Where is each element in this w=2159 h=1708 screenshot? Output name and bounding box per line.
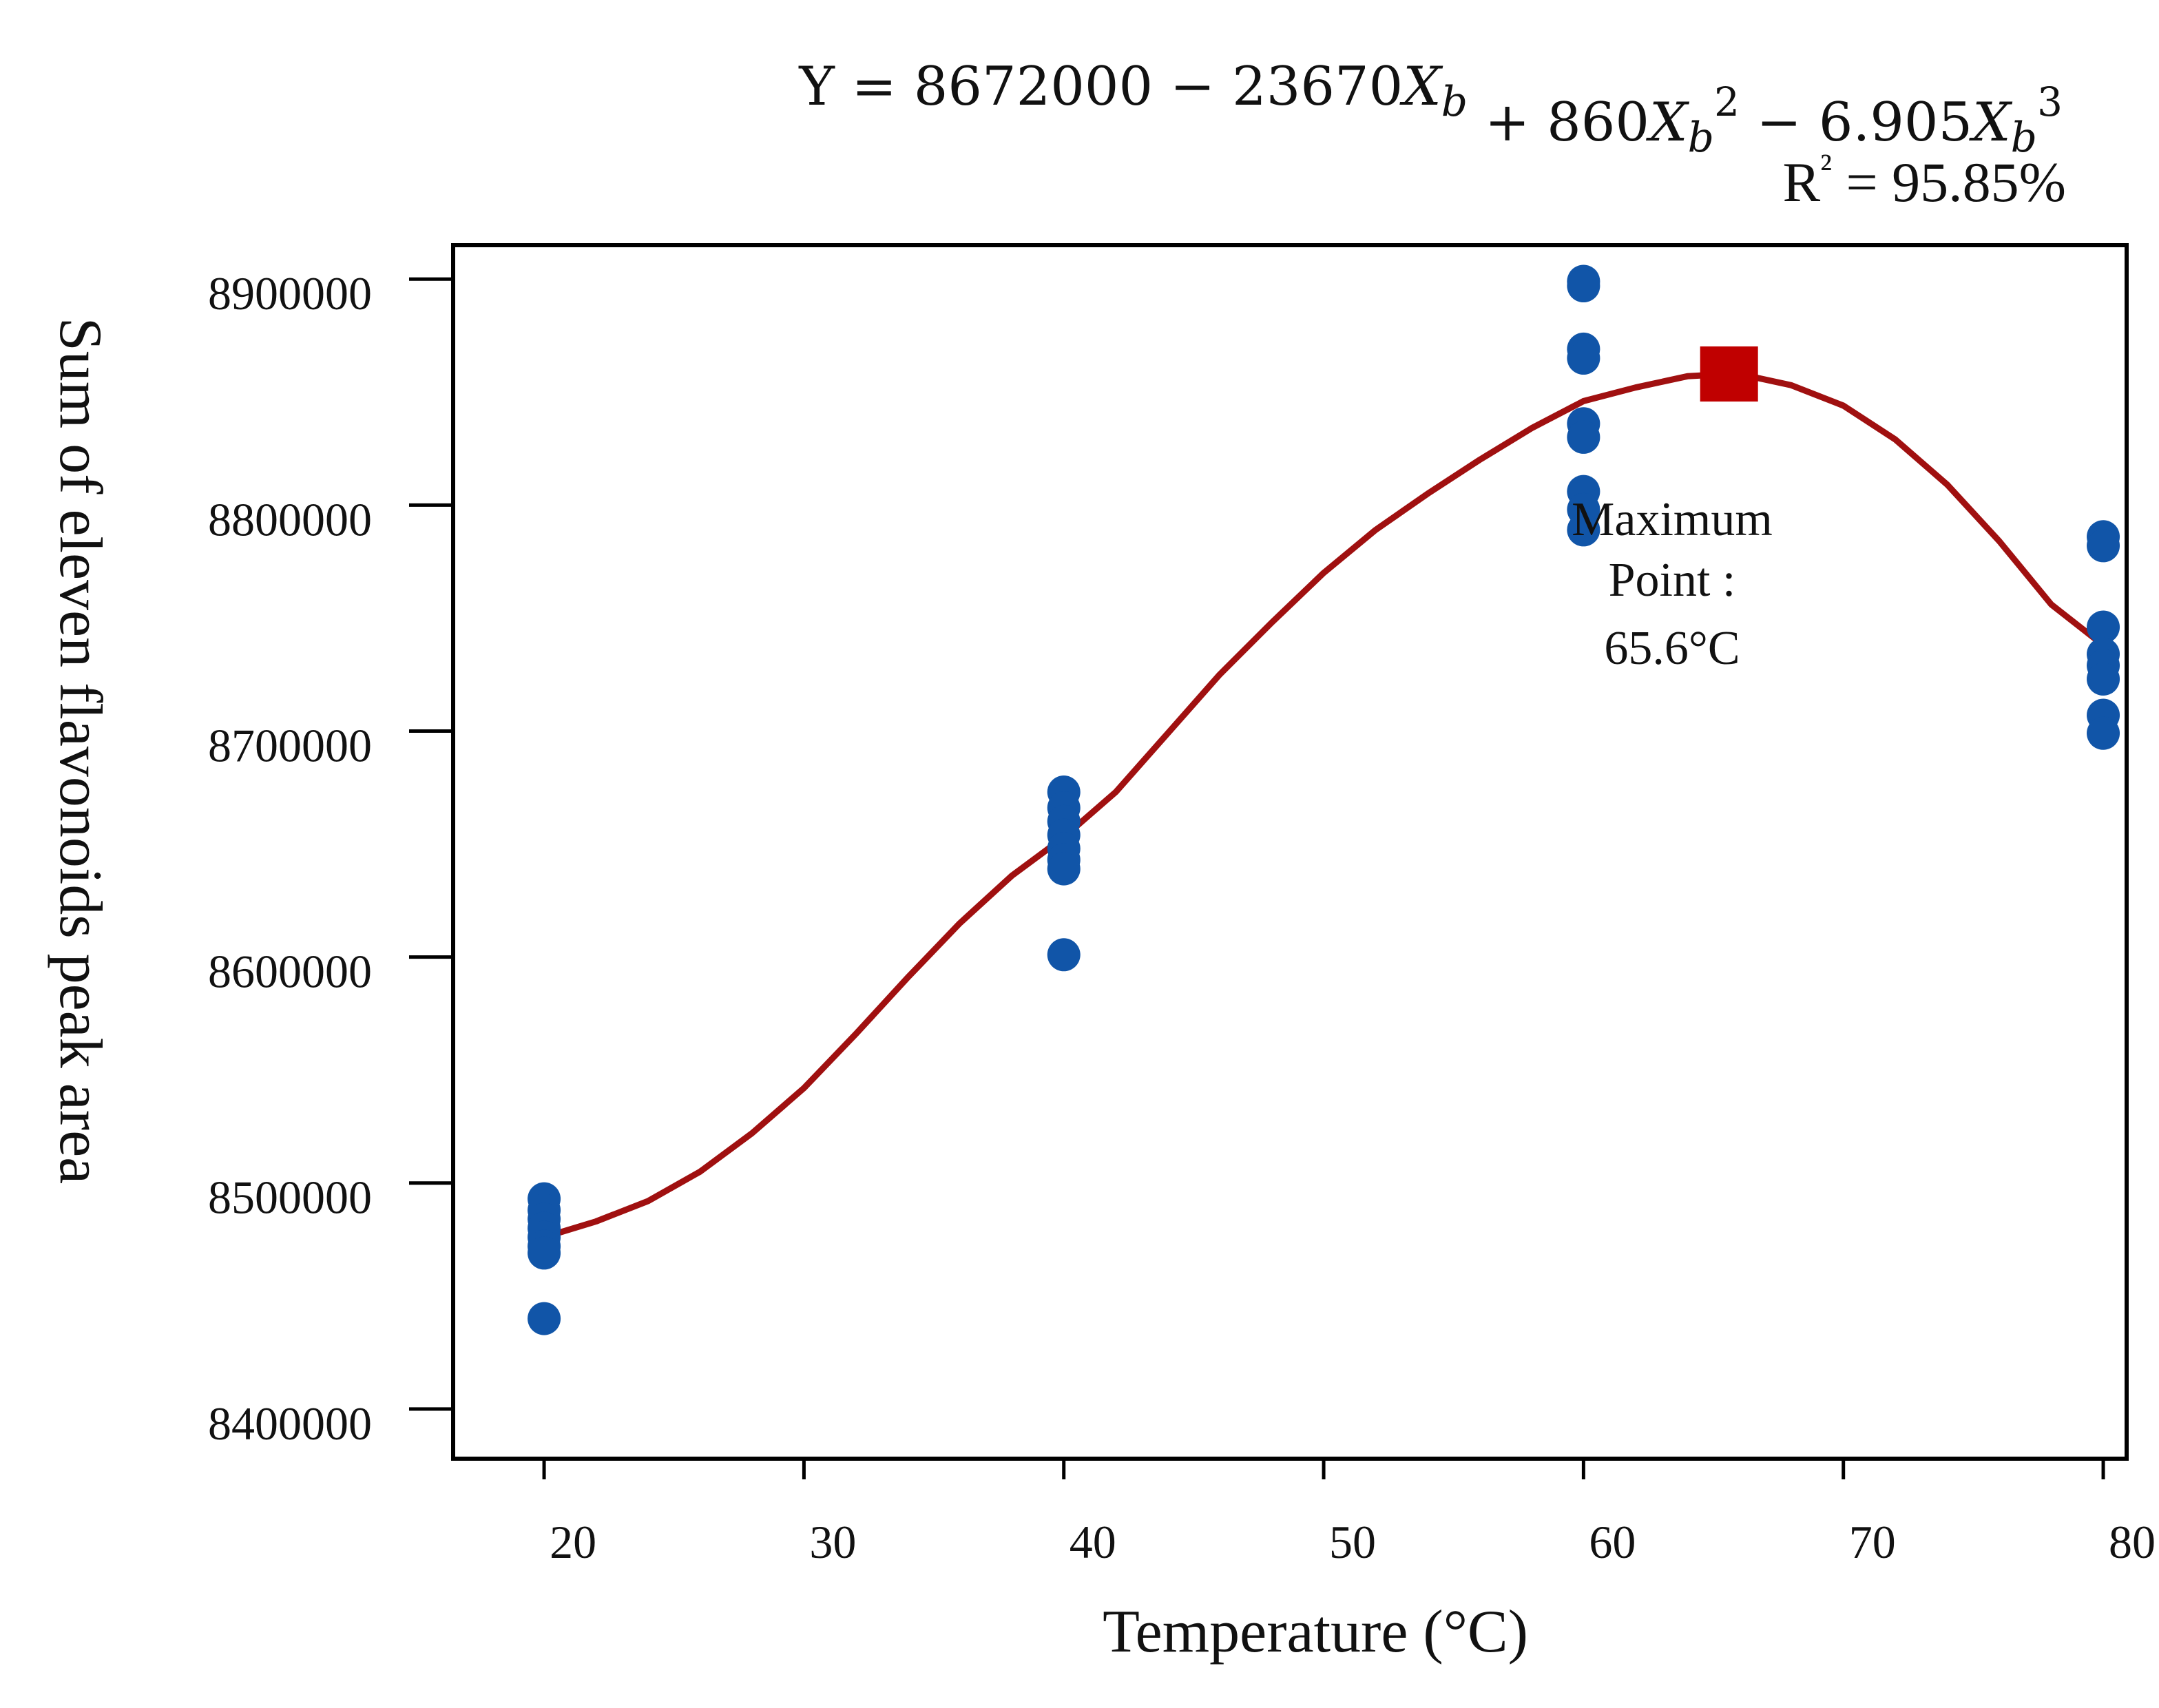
equation-part: Y = 8672000 − 23670: [798, 56, 1403, 118]
r2-part: R: [1782, 151, 1820, 214]
x-tick-label: 60: [1589, 1516, 1636, 1568]
x-axis: 20 30 40 50 60 70 80: [542, 1459, 2156, 1568]
x-tick-label: 30: [809, 1516, 856, 1568]
data-point: [2087, 662, 2120, 696]
r-squared-label: R² = 95.85%: [1782, 147, 2066, 214]
annotation-line-1: Maximum: [1572, 493, 1773, 546]
r2-part: = 95.85%: [1832, 151, 2066, 214]
regression-equation: Y = 8672000 − 23670Xb + 860Xb2 − 6.905Xb…: [798, 56, 2063, 162]
equation-part: 3: [2037, 79, 2063, 125]
y-tick-label: 8700000: [208, 719, 372, 771]
y-axis: 8400000 8500000 8600000 8700000 8800000 89000…: [208, 267, 453, 1450]
data-point: [1567, 513, 1600, 547]
data-point: [1567, 269, 1600, 303]
x-tick-label: 80: [2109, 1516, 2156, 1568]
y-axis-title: Sum of eleven flavonoids peak area: [47, 317, 114, 1184]
fitted-curve-layer: [541, 371, 2107, 1240]
equation-part: X: [1645, 92, 1690, 154]
equation-part: − 6.905: [1740, 92, 1972, 154]
y-tick-label: 8800000: [208, 493, 372, 545]
x-tick-label: 40: [1070, 1516, 1116, 1568]
maximum-point-marker: [1700, 346, 1758, 402]
equation-part: b: [1441, 78, 1468, 126]
y-tick-label: 8400000: [208, 1397, 372, 1450]
data-point: [528, 1236, 561, 1270]
y-tick-label: 8600000: [208, 946, 372, 998]
equation-part: X: [1399, 56, 1443, 118]
y-tick-label: 8900000: [208, 267, 372, 320]
x-axis-title: Temperature (°C): [1103, 1598, 1528, 1665]
data-point: [1047, 938, 1081, 972]
data-point: [2087, 529, 2120, 563]
data-point: [528, 1302, 561, 1335]
x-tick-label: 50: [1329, 1516, 1376, 1568]
data-point: [1047, 852, 1081, 886]
plot-frame: [451, 243, 2129, 1461]
equation-part: b: [1688, 114, 1714, 162]
equation-part: X: [1968, 92, 2013, 154]
r2-part: ²: [1820, 147, 1832, 189]
y-tick-label: 8500000: [208, 1171, 372, 1224]
data-point: [2087, 610, 2120, 644]
fitted-curve: [541, 371, 2107, 1240]
x-tick-label: 20: [550, 1516, 596, 1568]
data-point: [1567, 420, 1600, 454]
data-point: [1567, 342, 1600, 375]
equation-part: b: [2011, 114, 2037, 162]
x-tick-label: 70: [1849, 1516, 1896, 1568]
equation-part: + 860: [1468, 92, 1649, 154]
annotation-line-3: 65.6°C: [1604, 622, 1740, 675]
data-point: [2087, 716, 2120, 750]
equation-part: 2: [1714, 79, 1740, 125]
data-points-layer: [528, 264, 2120, 1335]
annotation-line-2: Point :: [1609, 554, 1736, 607]
maximum-marker-layer: [1700, 346, 1758, 402]
